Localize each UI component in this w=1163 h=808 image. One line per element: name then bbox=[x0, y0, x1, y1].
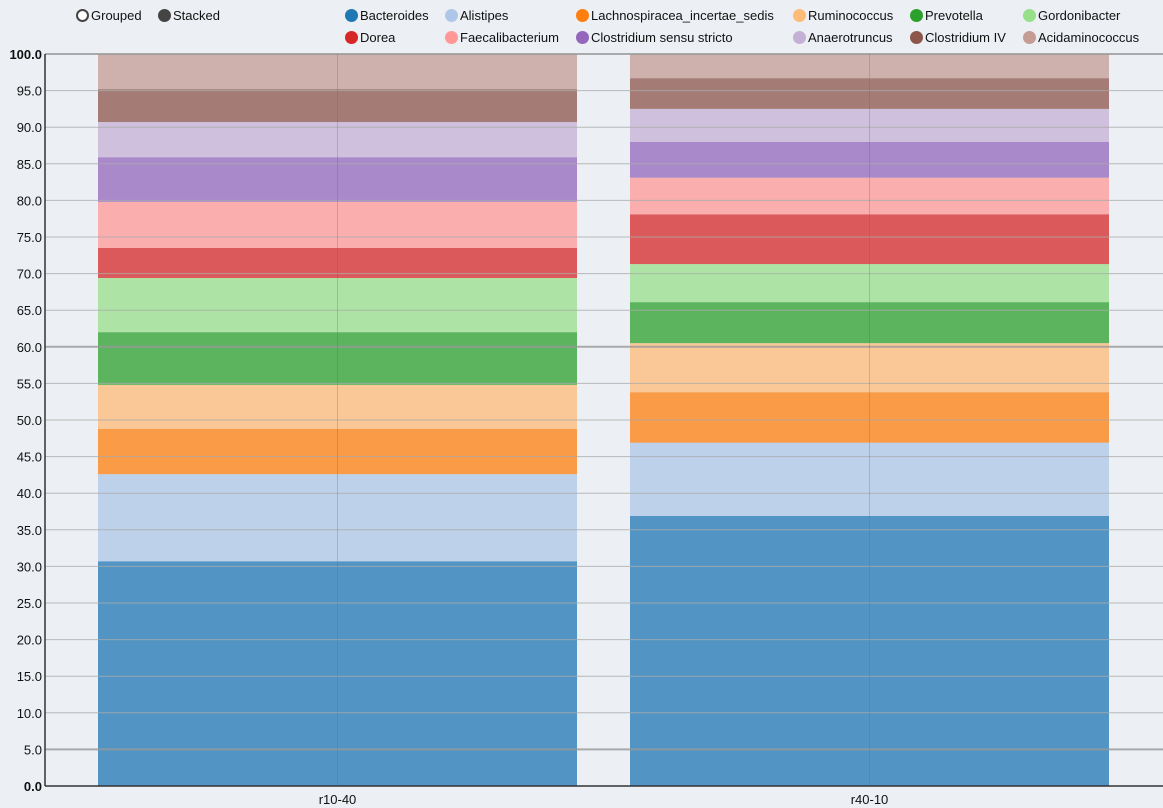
y-tick-label: 20.0 bbox=[17, 633, 42, 648]
y-tick-label: 75.0 bbox=[17, 230, 42, 245]
y-tick-label: 90.0 bbox=[17, 120, 42, 135]
grouped-label: Grouped bbox=[91, 8, 142, 23]
bar-segment bbox=[98, 474, 577, 562]
bar-segment bbox=[98, 157, 577, 202]
y-tick-label: 55.0 bbox=[17, 376, 42, 391]
legend-item[interactable]: Alistipes bbox=[445, 8, 508, 23]
stacked-label: Stacked bbox=[173, 8, 220, 23]
x-tick-label: r40-10 bbox=[851, 792, 889, 807]
radio-selected-icon bbox=[158, 9, 171, 22]
bar-segment bbox=[630, 108, 1109, 142]
legend-swatch bbox=[793, 31, 806, 44]
bar-segment bbox=[98, 89, 577, 123]
bar-segment bbox=[98, 428, 577, 475]
legend-item[interactable]: Dorea bbox=[345, 30, 395, 45]
bar-segment bbox=[98, 277, 577, 333]
bar-segment bbox=[630, 141, 1109, 178]
bar-segment bbox=[630, 302, 1109, 344]
legend-item[interactable]: Faecalibacterium bbox=[445, 30, 559, 45]
legend-item[interactable]: Clostridium IV bbox=[910, 30, 1006, 45]
legend-label: Lachnospiracea_incertae_sedis bbox=[591, 8, 774, 23]
legend-item[interactable]: Gordonibacter bbox=[1023, 8, 1120, 23]
legend-swatch bbox=[910, 31, 923, 44]
bar-segment bbox=[630, 264, 1109, 303]
y-tick-label: 15.0 bbox=[17, 669, 42, 684]
legend-item[interactable]: Bacteroides bbox=[345, 8, 429, 23]
stacked-radio[interactable]: Stacked bbox=[158, 8, 220, 23]
y-tick-label: 0.0 bbox=[24, 779, 42, 794]
legend-swatch bbox=[1023, 9, 1036, 22]
bar-segment bbox=[630, 54, 1109, 79]
bar-segment bbox=[630, 392, 1109, 443]
legend-swatch bbox=[576, 9, 589, 22]
bar-segment bbox=[630, 442, 1109, 516]
legend-label: Clostridium IV bbox=[925, 30, 1006, 45]
y-tick-label: 95.0 bbox=[17, 84, 42, 99]
y-tick-label: 80.0 bbox=[17, 193, 42, 208]
bar-segment bbox=[630, 177, 1109, 215]
bar-segment bbox=[98, 122, 577, 158]
legend-label: Clostridium sensu stricto bbox=[591, 30, 733, 45]
legend-label: Ruminococcus bbox=[808, 8, 894, 23]
bar-segment bbox=[630, 78, 1109, 109]
y-tick-label: 30.0 bbox=[17, 559, 42, 574]
legend-label: Alistipes bbox=[460, 8, 509, 23]
legend-label: Prevotella bbox=[925, 8, 983, 23]
legend-label: Bacteroides bbox=[360, 8, 429, 23]
x-tick-label: r10-40 bbox=[319, 792, 357, 807]
legend-item[interactable]: Acidaminococcus bbox=[1023, 30, 1139, 45]
legend-label: Dorea bbox=[360, 30, 396, 45]
legend-item[interactable]: Clostridium sensu stricto bbox=[576, 30, 733, 45]
legend-swatch bbox=[576, 31, 589, 44]
bar-segment bbox=[630, 515, 1109, 786]
y-tick-label: 100.0 bbox=[9, 47, 42, 62]
legend-swatch bbox=[345, 9, 358, 22]
legend-swatch bbox=[345, 31, 358, 44]
y-tick-label: 65.0 bbox=[17, 303, 42, 318]
legend-swatch bbox=[1023, 31, 1036, 44]
grouped-radio[interactable]: Grouped bbox=[76, 8, 142, 23]
bar-segment bbox=[630, 214, 1109, 265]
bar-segment bbox=[98, 201, 577, 248]
y-tick-label: 45.0 bbox=[17, 450, 42, 465]
y-tick-label: 70.0 bbox=[17, 267, 42, 282]
y-tick-label: 60.0 bbox=[17, 340, 42, 355]
y-tick-label: 25.0 bbox=[17, 596, 42, 611]
y-tick-label: 10.0 bbox=[17, 706, 42, 721]
y-tick-label: 35.0 bbox=[17, 523, 42, 538]
bar-segment bbox=[98, 247, 577, 278]
legend-item[interactable]: Lachnospiracea_incertae_sedis bbox=[576, 8, 774, 23]
legend-item[interactable]: Anaerotruncus bbox=[793, 30, 893, 45]
legend-label: Anaerotruncus bbox=[808, 30, 893, 45]
y-tick-label: 50.0 bbox=[17, 413, 42, 428]
bar-segment bbox=[630, 343, 1109, 393]
legend-swatch bbox=[910, 9, 923, 22]
legend-label: Gordonibacter bbox=[1038, 8, 1121, 23]
y-tick-label: 5.0 bbox=[24, 742, 42, 757]
y-tick-label: 85.0 bbox=[17, 157, 42, 172]
y-tick-label: 40.0 bbox=[17, 486, 42, 501]
legend-swatch bbox=[793, 9, 806, 22]
legend-label: Faecalibacterium bbox=[460, 30, 559, 45]
bar-segment bbox=[98, 54, 577, 90]
legend-item[interactable]: Prevotella bbox=[910, 8, 983, 23]
bar-segment bbox=[98, 332, 577, 385]
radio-unselected-icon bbox=[76, 9, 89, 22]
bar-segment bbox=[98, 384, 577, 429]
legend-swatch bbox=[445, 31, 458, 44]
legend-item[interactable]: Ruminococcus bbox=[793, 8, 893, 23]
legend-label: Acidaminococcus bbox=[1038, 30, 1140, 45]
legend-swatch bbox=[445, 9, 458, 22]
